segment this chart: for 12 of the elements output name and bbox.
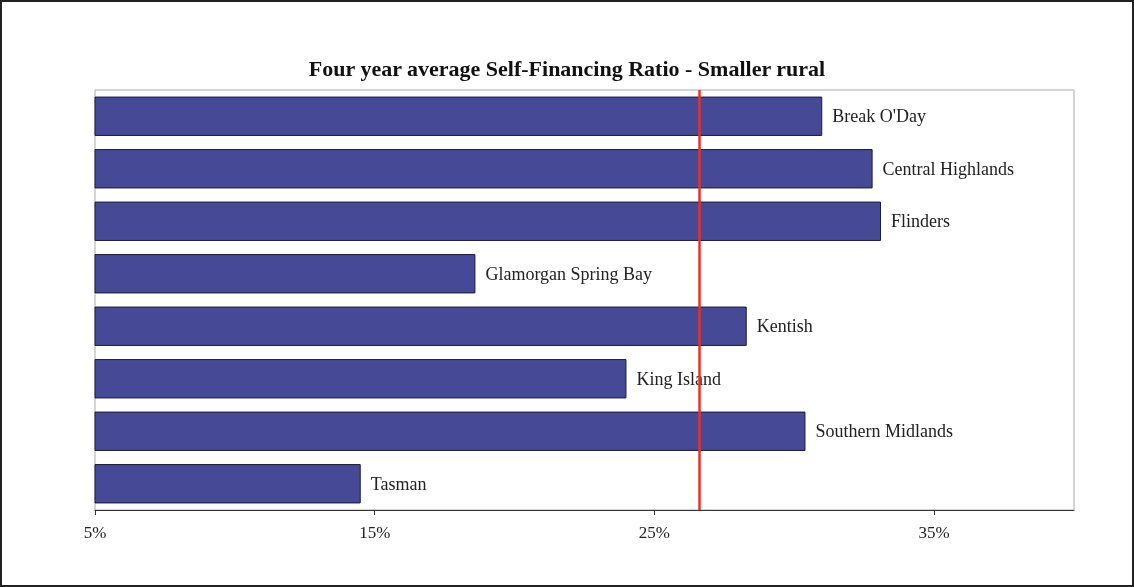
y-tick-label: Glamorgan Spring Bay [485,263,653,284]
x-tick-label: 25% [638,523,671,542]
y-tick-label: Flinders [891,211,951,232]
y-tick-label: Tasman [370,473,427,494]
y-tick-label: Central Highlands [882,158,1015,179]
chart-title: Four year average Self-Financing Ratio - Smaller rural [308,55,826,81]
x-tick-label: 5% [83,523,107,542]
y-tick-label: Southern Midlands [815,421,953,442]
y-tick-label: Break O'Day [832,106,926,127]
x-tick-label: 35% [918,523,950,542]
y-tick-label: Kentish [756,316,813,337]
x-tick-label: 15% [359,523,391,542]
